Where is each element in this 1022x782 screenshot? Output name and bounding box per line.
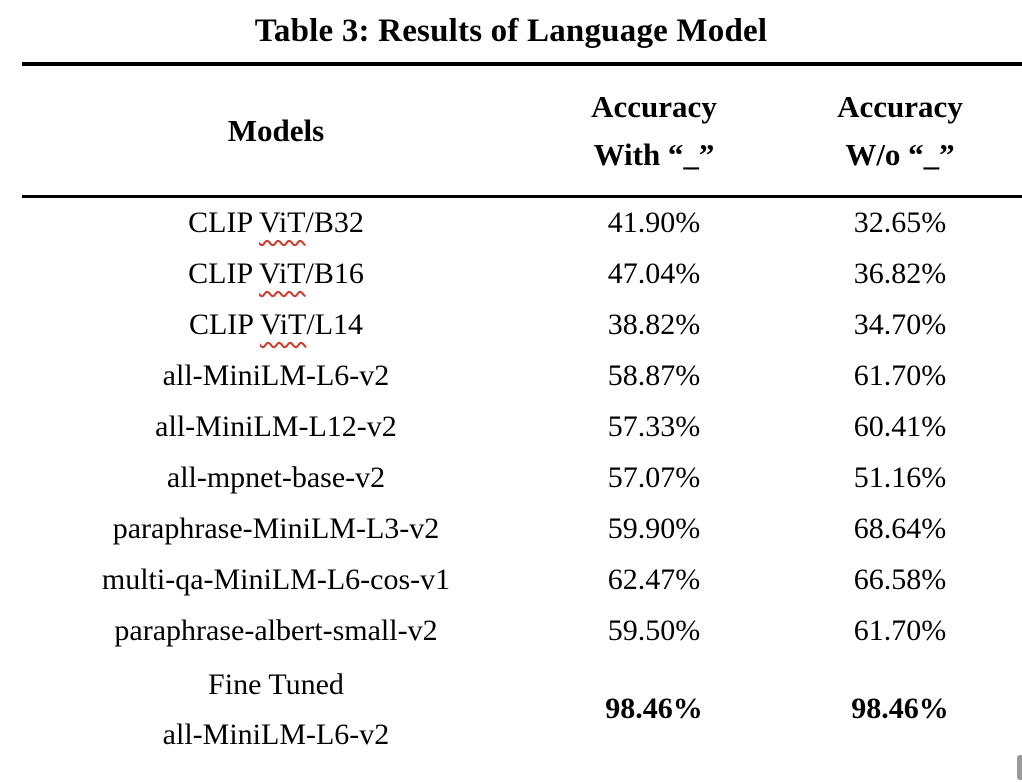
table-row: CLIP ViT/B32 41.90% 32.65% [22,198,1022,249]
accuracy-with-cell: 47.04% [607,257,701,291]
accuracy-without-cell: 32.65% [853,206,947,240]
accuracy-with-cell: 57.07% [607,461,701,495]
accuracy-without-cell: 68.64% [853,512,947,546]
model-name-line1: Fine Tuned [208,667,344,701]
accuracy-with-cell: 98.46% [605,692,703,726]
accuracy-without-cell: 36.82% [853,257,947,291]
accuracy-without-cell: 98.46% [851,692,949,726]
model-name-cell: paraphrase-MiniLM-L3-v2 [22,512,530,547]
accuracy-without-cell: 34.70% [853,308,947,342]
spellcheck-underline-word: ViT [259,308,307,342]
model-name-text: paraphrase-albert-small-v2 [114,614,438,648]
table-row: all-mpnet-base-v2 57.07% 51.16% [22,453,1022,504]
model-name-text: all-mpnet-base-v2 [166,461,386,495]
model-name-cell: CLIP ViT/B32 [22,206,530,241]
accuracy-without-cell: 51.16% [853,461,947,495]
results-table: Models Accuracy With “_” Accuracy W/o “_… [22,62,1022,762]
accuracy-with-cell: 38.82% [607,308,701,342]
table-caption: Table 3: Results of Language Model [254,13,768,49]
table-row: CLIP ViT/B16 47.04% 36.82% [22,249,1022,300]
model-name-text: paraphrase-MiniLM-L3-v2 [112,512,440,546]
table-top-rule [22,62,1022,66]
accuracy-without-cell: 61.70% [853,614,947,648]
spellcheck-underline-word: ViT [258,257,306,291]
accuracy-with-cell: 62.47% [607,563,701,597]
table-header-rule [22,195,1022,198]
table-row: all-MiniLM-L6-v2 58.87% 61.70% [22,351,1022,402]
model-name-cell: multi-qa-MiniLM-L6-cos-v1 [22,563,530,598]
accuracy-with-cell: 59.50% [607,614,701,648]
table-row: CLIP ViT/L14 38.82% 34.70% [22,300,1022,351]
table-row-final: Fine Tuned all-MiniLM-L6-v2 98.46% 98.46… [22,657,1022,762]
accuracy-with-cell: 59.90% [607,512,701,546]
accuracy-with-cell: 58.87% [607,359,701,393]
table-row: paraphrase-albert-small-v2 59.50% 61.70% [22,606,1022,657]
model-name-text: /B32 [305,206,364,240]
table-row: all-MiniLM-L12-v2 57.33% 60.41% [22,402,1022,453]
table-row: multi-qa-MiniLM-L6-cos-v1 62.47% 66.58% [22,555,1022,606]
accuracy-without-cell: 60.41% [853,410,947,444]
spellcheck-underline-word: ViT [258,206,306,240]
column-header-accuracy-without-line2: W/o “_” [845,136,955,172]
accuracy-with-cell: 57.33% [607,410,701,444]
accuracy-with-cell: 41.90% [607,206,701,240]
model-name-cell: all-MiniLM-L6-v2 [22,359,530,394]
column-header-accuracy-with-line1: Accuracy [591,88,717,124]
model-name-text: CLIP [188,206,259,240]
model-name-text: all-MiniLM-L12-v2 [155,410,397,444]
table-row: paraphrase-MiniLM-L3-v2 59.90% 68.64% [22,504,1022,555]
table-header-row: Models Accuracy With “_” Accuracy W/o “_… [22,66,1022,195]
column-header-models: Models [227,112,325,148]
model-name-text: CLIP [188,257,259,291]
model-name-cell: paraphrase-albert-small-v2 [22,614,530,649]
model-name-text: CLIP [188,308,260,342]
model-name-text: /L14 [306,308,364,342]
model-name-cell: CLIP ViT/L14 [22,308,530,343]
column-header-accuracy-with: Accuracy With “_” [530,83,778,179]
model-name-cell: CLIP ViT/B16 [22,257,530,292]
column-header-accuracy-with-line2: With “_” [593,136,715,172]
model-name-text: /B16 [305,257,364,291]
column-header-accuracy-without-line1: Accuracy [837,88,963,124]
scrollbar-thumb[interactable] [1017,755,1022,780]
model-name-text: all-MiniLM-L6-v2 [162,359,390,393]
accuracy-without-cell: 61.70% [853,359,947,393]
model-name-cell: all-mpnet-base-v2 [22,461,530,496]
model-name-line2: all-MiniLM-L6-v2 [162,717,390,751]
model-name-cell: Fine Tuned all-MiniLM-L6-v2 [22,660,530,760]
model-name-text: multi-qa-MiniLM-L6-cos-v1 [101,563,451,597]
column-header-accuracy-without: Accuracy W/o “_” [778,83,1022,179]
model-name-cell: all-MiniLM-L12-v2 [22,410,530,445]
accuracy-without-cell: 66.58% [853,563,947,597]
